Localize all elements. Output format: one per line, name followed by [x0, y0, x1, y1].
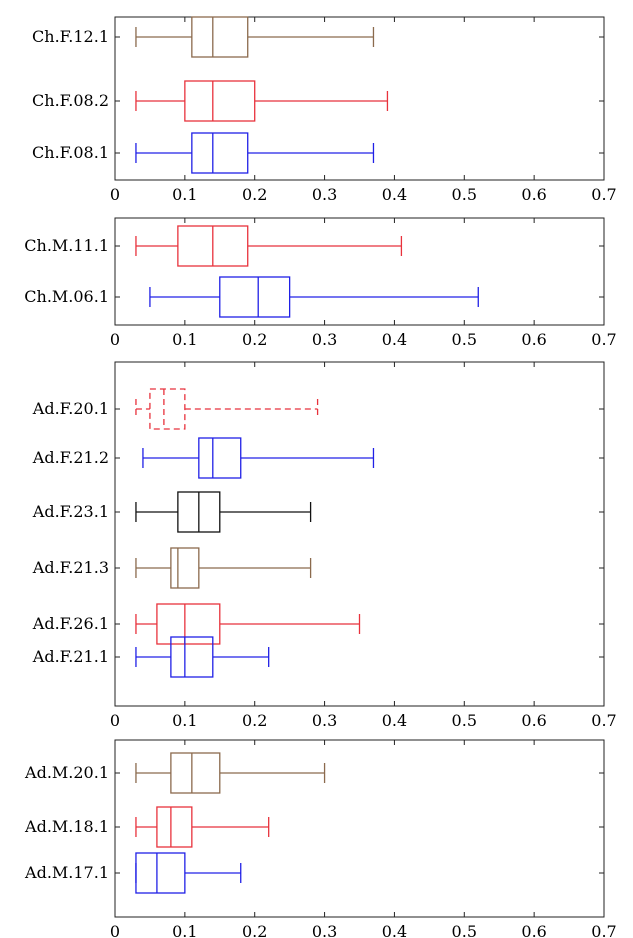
box-iqr: [135, 852, 186, 894]
category-label: Ad.F.21.2: [32, 448, 109, 467]
plot-frame-3: [114, 361, 605, 707]
category-label: Ad.F.26.1: [32, 614, 109, 633]
x-tick-label: 0.4: [382, 185, 407, 204]
box-iqr: [170, 547, 200, 589]
x-tick-label: 0.6: [521, 185, 546, 204]
category-label: Ad.F.21.1: [32, 647, 109, 666]
x-tick-label: 0.4: [382, 922, 407, 938]
box-iqr: [170, 752, 221, 794]
x-tick-label: 0.3: [312, 330, 337, 349]
box-iqr: [156, 603, 221, 645]
box-iqr: [156, 806, 193, 848]
box-iqr: [219, 276, 291, 318]
box-iqr: [170, 636, 214, 678]
x-tick-label: 0.3: [312, 922, 337, 938]
x-tick-label: 0: [110, 185, 120, 204]
x-tick-label: 0.7: [591, 922, 616, 938]
x-tick-label: 0.1: [172, 185, 197, 204]
x-tick-label: 0.4: [382, 711, 407, 730]
x-tick-label: 0.6: [521, 711, 546, 730]
x-tick-label: 0.6: [521, 922, 546, 938]
x-tick-label: 0.5: [452, 330, 477, 349]
x-tick-label: 0.2: [242, 185, 267, 204]
x-tick-label: 0.3: [312, 711, 337, 730]
category-label: Ad.M.20.1: [24, 763, 109, 782]
x-tick-label: 0.2: [242, 711, 267, 730]
x-tick-label: 0.2: [242, 922, 267, 938]
category-label: Ch.M.06.1: [24, 287, 109, 306]
plot-frame-2: [114, 217, 605, 326]
box-iqr: [184, 80, 256, 122]
box-iqr: [149, 388, 186, 430]
category-label: Ad.F.20.1: [32, 399, 109, 418]
x-tick-label: 0.1: [172, 330, 197, 349]
x-tick-label: 0.5: [452, 922, 477, 938]
plot-frame-1: [114, 16, 605, 181]
category-label: Ad.M.17.1: [24, 863, 109, 882]
plot-frame-4: [114, 739, 605, 918]
x-tick-label: 0.1: [172, 711, 197, 730]
box-iqr: [198, 437, 242, 479]
box-iqr: [191, 16, 249, 58]
x-tick-label: 0.5: [452, 185, 477, 204]
x-tick-label: 0: [110, 330, 120, 349]
category-label: Ch.F.08.2: [32, 91, 109, 110]
box-iqr: [191, 132, 249, 174]
x-tick-label: 0.4: [382, 330, 407, 349]
x-tick-label: 0.1: [172, 922, 197, 938]
category-label: Ad.F.23.1: [32, 502, 109, 521]
x-tick-label: 0: [110, 922, 120, 938]
x-tick-label: 0.5: [452, 711, 477, 730]
x-tick-label: 0.7: [591, 185, 616, 204]
x-tick-label: 0.6: [521, 330, 546, 349]
x-tick-label: 0.7: [591, 330, 616, 349]
x-tick-label: 0.7: [591, 711, 616, 730]
x-tick-label: 0.2: [242, 330, 267, 349]
category-label: Ch.M.11.1: [24, 236, 109, 255]
x-tick-label: 0: [110, 711, 120, 730]
category-label: Ad.M.18.1: [24, 817, 109, 836]
category-label: Ch.F.08.1: [32, 143, 109, 162]
x-tick-label: 0.3: [312, 185, 337, 204]
category-label: Ch.F.12.1: [32, 27, 109, 46]
category-label: Ad.F.21.3: [32, 558, 109, 577]
